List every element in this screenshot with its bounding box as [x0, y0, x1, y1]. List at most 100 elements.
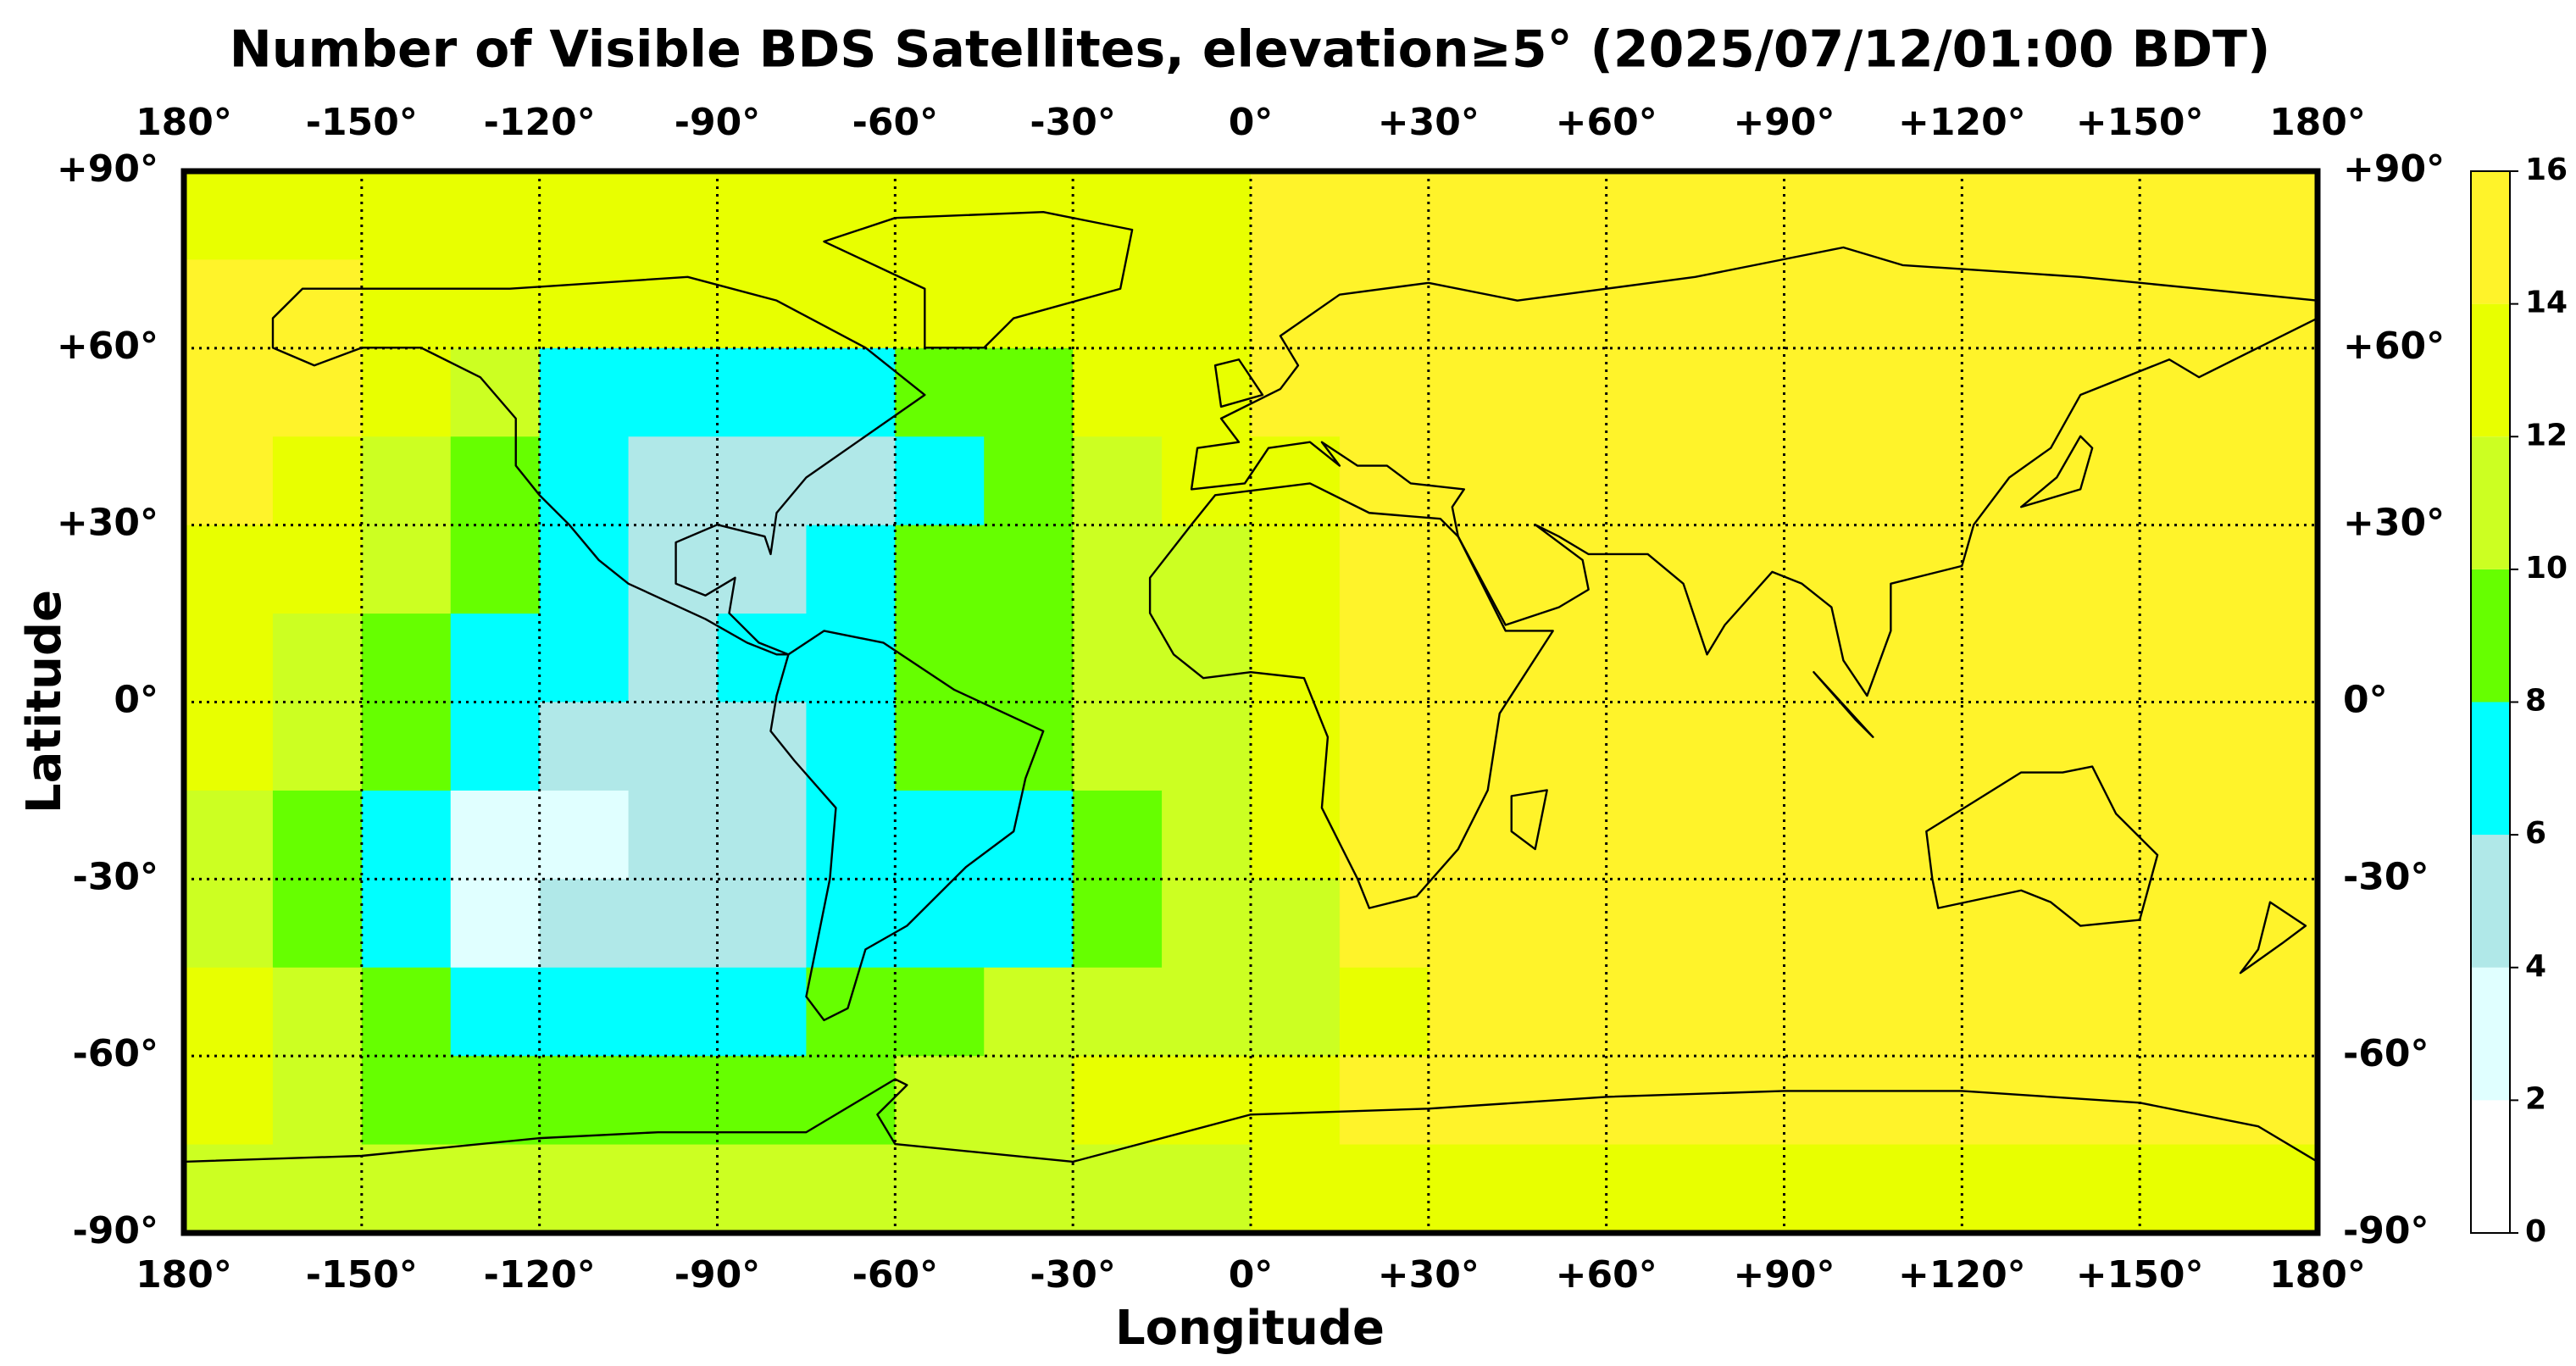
heat-cell: [1339, 967, 1430, 1057]
heat-cell: [1784, 1144, 1874, 1234]
x-tick-label-top: +120°: [1898, 101, 2026, 144]
coastline: [1215, 359, 2306, 973]
heat-cell: [717, 967, 807, 1057]
heat-cell: [895, 347, 985, 437]
heat-cell: [1695, 347, 1785, 437]
heat-cell: [1784, 347, 1874, 437]
colorbar-segment: [2471, 569, 2510, 702]
heat-cell: [1073, 614, 1163, 702]
x-tick-label: 180°: [2269, 1253, 2366, 1297]
x-tick-label: +60°: [1556, 1253, 1657, 1297]
heat-cell: [539, 525, 630, 614]
heat-cell: [2140, 347, 2229, 437]
heat-cell: [1784, 879, 1874, 969]
heat-cell: [1517, 171, 1607, 260]
x-tick-label-top: -120°: [484, 101, 596, 144]
x-tick-label-top: +150°: [2076, 101, 2204, 144]
heat-cell: [1606, 967, 1696, 1057]
x-tick-label-top: -30°: [1030, 101, 1116, 144]
heat-cell: [1606, 1056, 1696, 1146]
colorbar-label: 4: [2525, 949, 2546, 984]
heat-cell: [539, 879, 630, 969]
x-tick-label: -30°: [1030, 1253, 1116, 1297]
heat-cell: [1873, 614, 1963, 702]
heat-cell: [1162, 436, 1252, 526]
heat-cell: [2140, 879, 2229, 969]
x-tick-label-top: +90°: [1733, 101, 1835, 144]
x-tick-label: +90°: [1733, 1253, 1835, 1297]
heat-cell: [1428, 1056, 1518, 1146]
heat-cell: [1873, 790, 1963, 880]
heat-cell: [1962, 347, 2051, 437]
heat-cell: [984, 436, 1074, 526]
heat-cell: [184, 1056, 274, 1146]
heat-cell: [1606, 879, 1696, 969]
heat-cell: [361, 790, 452, 880]
heat-cell: [450, 436, 541, 526]
heat-cell: [450, 1056, 541, 1146]
y-tick-label-right: +90°: [2343, 147, 2445, 191]
heat-cell: [2051, 525, 2140, 614]
heat-cell: [1339, 525, 1430, 614]
heat-cell: [272, 436, 363, 526]
heat-cell: [361, 347, 452, 437]
x-tick-label-top: 180°: [136, 101, 232, 144]
y-tick-label-right: -30°: [2343, 855, 2429, 898]
heat-cell: [1962, 967, 2051, 1057]
heat-cell: [895, 1144, 985, 1234]
heat-cell: [184, 702, 274, 791]
coastline: [1926, 767, 2157, 926]
colorbar-label: 2: [2525, 1081, 2546, 1116]
heat-cell: [1695, 1144, 1785, 1234]
x-tick-label: +120°: [1898, 1253, 2026, 1297]
heat-cell: [806, 436, 896, 526]
heat-cell: [1073, 171, 1163, 260]
heat-cell: [2140, 790, 2229, 880]
heat-cell: [539, 702, 630, 791]
heat-cell: [1428, 525, 1518, 614]
heat-cell: [2051, 1144, 2140, 1234]
heat-cell: [1784, 259, 1874, 349]
heat-cell: [539, 790, 630, 880]
heat-cell: [1784, 436, 1874, 526]
heat-cell: [2140, 614, 2229, 702]
colorbar-segment: [2471, 303, 2510, 437]
heat-cell: [2051, 967, 2140, 1057]
y-tick-label-right: +60°: [2343, 325, 2445, 368]
heat-cell: [1517, 347, 1607, 437]
heat-cell: [895, 259, 985, 349]
heat-cell: [361, 879, 452, 969]
heat-cell: [1162, 702, 1252, 791]
heat-cell: [450, 614, 541, 702]
coastline: [770, 630, 1043, 1019]
heat-cell: [1339, 259, 1430, 349]
heat-cell: [1428, 702, 1518, 791]
heat-cell: [184, 879, 274, 969]
heat-cell: [1962, 702, 2051, 791]
heat-cell: [1784, 967, 1874, 1057]
heat-cell: [628, 347, 718, 437]
heat-cell: [2051, 702, 2140, 791]
colorbar-label: 0: [2525, 1214, 2546, 1249]
heat-cell: [450, 1144, 541, 1234]
heat-cell: [1873, 259, 1963, 349]
heat-cell: [272, 967, 363, 1057]
heat-cell: [1162, 1144, 1252, 1234]
y-tick-label-right: -90°: [2343, 1209, 2429, 1252]
heat-cell: [717, 171, 807, 260]
heat-cell: [1784, 171, 1874, 260]
heat-cell: [895, 1056, 985, 1146]
heat-cell: [895, 790, 985, 880]
heat-cell: [361, 1144, 452, 1234]
heat-cell: [1339, 790, 1430, 880]
x-tick-label: -60°: [852, 1253, 939, 1297]
y-tick-label-right: -60°: [2343, 1032, 2429, 1075]
heat-cell: [1162, 1056, 1252, 1146]
heat-cell: [628, 967, 718, 1057]
heat-cell: [1339, 879, 1430, 969]
heat-cell: [1784, 525, 1874, 614]
heat-cell: [628, 1144, 718, 1234]
heat-cell: [1073, 525, 1163, 614]
heat-cell: [1873, 436, 1963, 526]
heat-cell: [1073, 790, 1163, 880]
